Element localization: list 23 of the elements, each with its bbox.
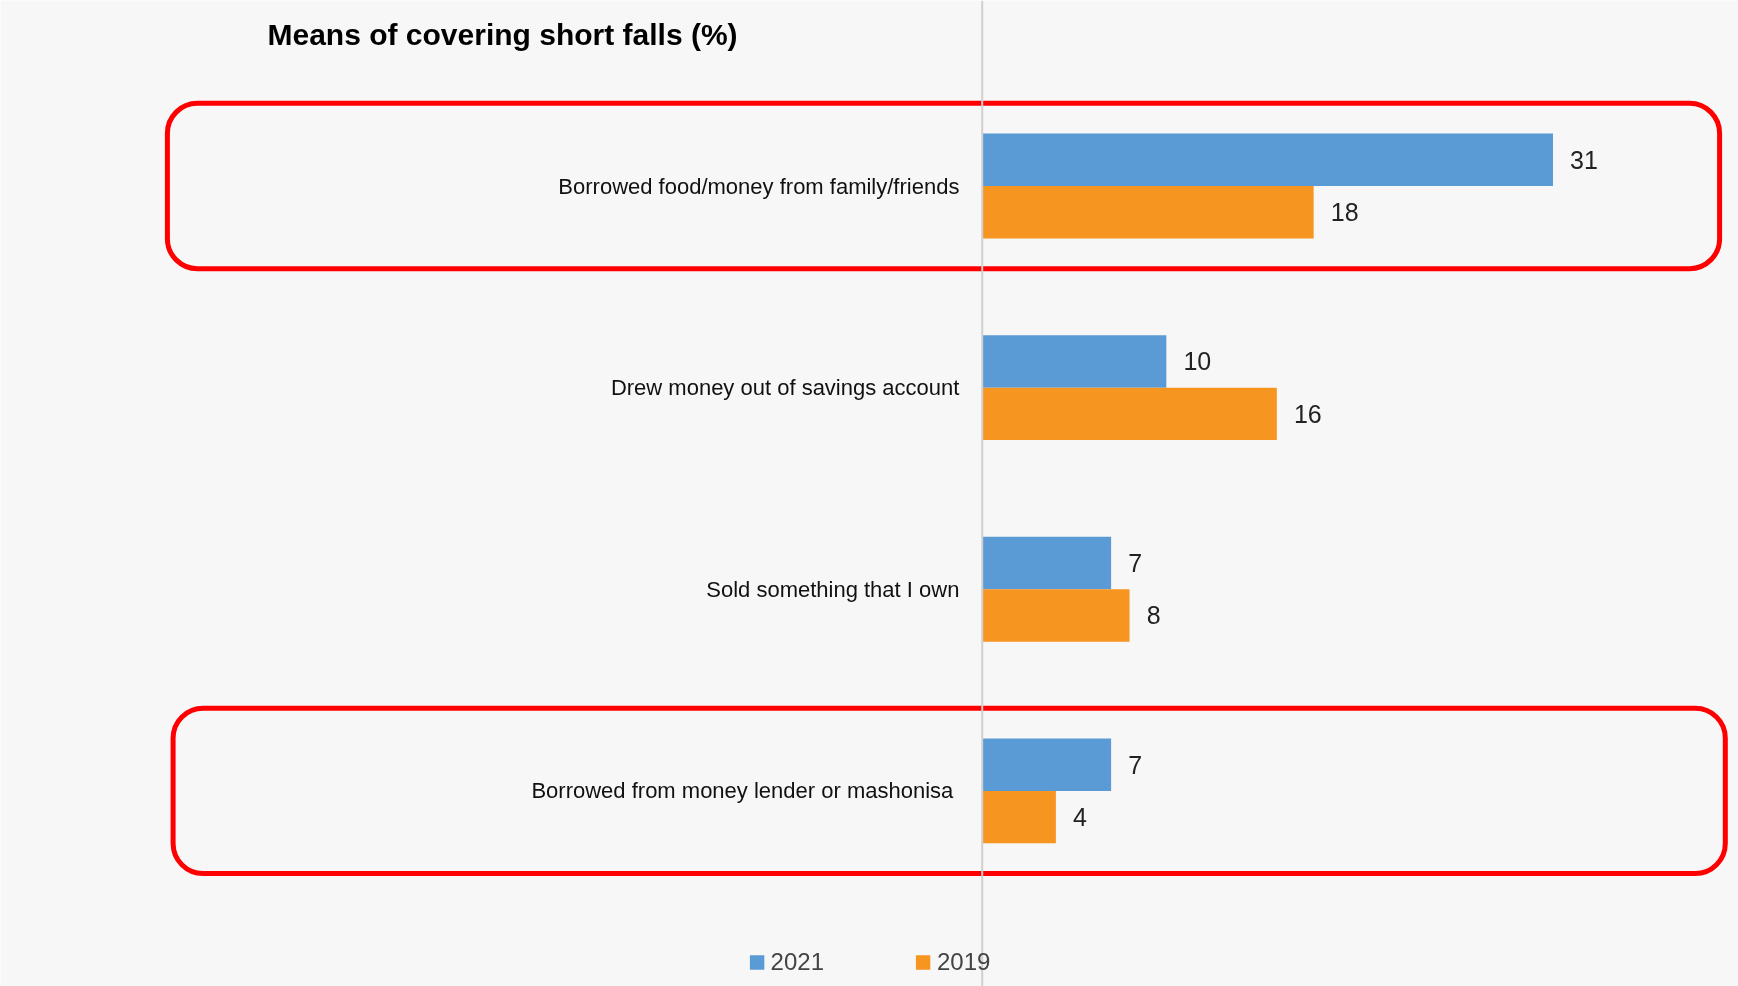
y-tick-label: Borrowed from money lender or mashonisa <box>531 778 955 804</box>
data-label: 18 <box>1330 198 1359 227</box>
bar <box>982 335 1167 388</box>
legend-label: 2021 <box>770 948 824 976</box>
data-label: 31 <box>1570 145 1598 174</box>
bar <box>982 790 1056 844</box>
data-label: 10 <box>1183 347 1212 376</box>
data-label: 4 <box>1073 803 1087 832</box>
bar <box>982 186 1314 239</box>
data-label: 8 <box>1146 601 1161 630</box>
legend-label: 2019 <box>937 948 991 976</box>
bar <box>982 536 1112 590</box>
bar <box>982 133 1553 187</box>
y-tick-label: Drew money out of savings account <box>610 375 960 401</box>
bar <box>982 589 1130 642</box>
data-label: 7 <box>1128 750 1143 779</box>
bar <box>982 738 1112 791</box>
text: Means of covering short falls (%) <box>267 17 738 51</box>
data-label: 7 <box>1128 549 1143 578</box>
y-tick-label: Borrowed food/money from family/friends <box>558 173 960 199</box>
data-label: 16 <box>1293 399 1322 428</box>
bar <box>982 387 1277 441</box>
y-tick-label: Sold something that I own <box>706 576 960 602</box>
